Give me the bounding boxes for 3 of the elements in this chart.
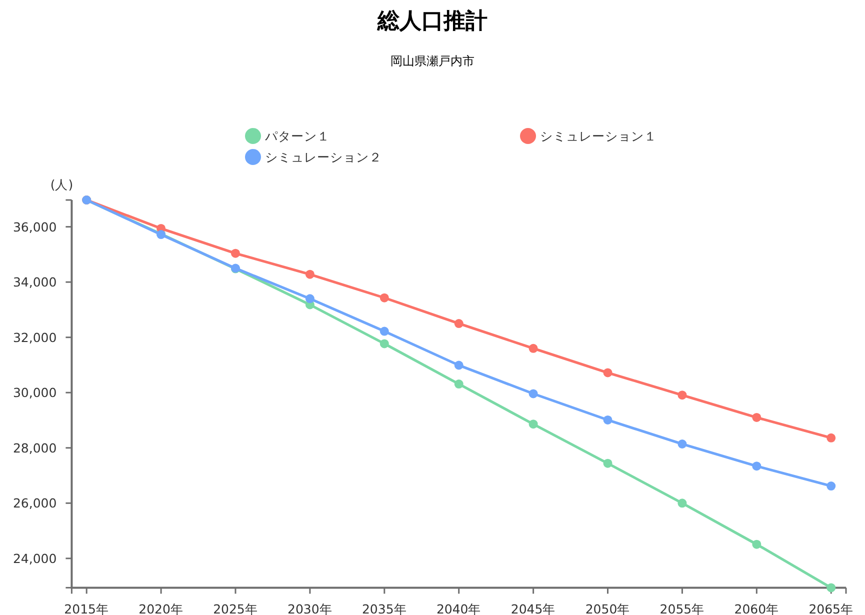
- subtitle: 岡山県瀬戸内市: [390, 54, 474, 68]
- title: 総人口推計: [378, 9, 488, 34]
- ylabel: (人): [50, 177, 74, 192]
